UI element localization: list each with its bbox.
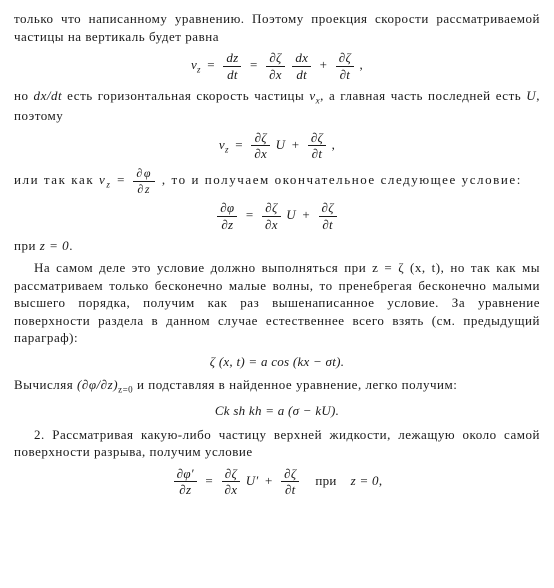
inline-U: U (526, 88, 536, 103)
inline-dxdt: dx/dt (34, 88, 63, 103)
equation-6: ∂φ′ ∂z = ∂ζ ∂x U′ + ∂ζ ∂t при z = 0, (14, 467, 540, 497)
paragraph-1: только что написанному уравнению. Поэтом… (14, 10, 540, 45)
eq2-lhs: vz (219, 137, 229, 152)
inline-deriv-note: (∂φ/∂z)z=0 (77, 377, 133, 392)
inline-vx: vx (309, 88, 320, 103)
equation-3: ∂φ ∂z = ∂ζ ∂x U + ∂ζ ∂t (14, 201, 540, 231)
equation-4: ζ (x, t) = a cos (kx − σt). (14, 353, 540, 371)
frac-dx-dt: dx dt (292, 51, 311, 81)
frac-dzeta-dx: ∂ζ ∂x (266, 51, 285, 81)
frac-dzeta-dt-3: ∂ζ ∂t (319, 201, 337, 231)
frac-dzeta-dt-4: ∂ζ ∂t (281, 467, 299, 497)
frac-dzeta-dx-2: ∂ζ ∂x (251, 131, 270, 161)
paragraph-3: или так как vz = ∂φ ∂z , то и получаем о… (14, 167, 540, 195)
frac-dz-dt: dz dt (223, 51, 241, 81)
equation-2: vz = ∂ζ ∂x U + ∂ζ ∂t , (14, 131, 540, 161)
eq-lhs: vz (191, 57, 201, 72)
equation-1: vz = dz dt = ∂ζ ∂x dx dt + ∂ζ ∂t , (14, 51, 540, 81)
frac-dphi2-dz: ∂φ′ ∂z (174, 467, 197, 497)
paragraph-4: при z = 0. (14, 237, 540, 255)
paragraph-2: но dx/dt есть горизонтальная скорость ча… (14, 87, 540, 124)
inline-z0: z = 0 (40, 238, 69, 253)
paragraph-7: 2. Рассматривая какую-либо частицу верхн… (14, 426, 540, 461)
frac-dzeta-dx-4: ∂ζ ∂x (222, 467, 241, 497)
paragraph-5: На самом деле это условие должно выполня… (14, 259, 540, 347)
inline-vz-eq: vz = ∂φ ∂z (99, 172, 162, 187)
frac-dzeta-dt-2: ∂ζ ∂t (308, 131, 326, 161)
frac-dzeta-dx-3: ∂ζ ∂x (262, 201, 281, 231)
equation-5: Ck sh kh = a (σ − kU). (14, 402, 540, 420)
frac-dphi-dz: ∂φ ∂z (217, 201, 237, 231)
paragraph-6: Вычисляя (∂φ/∂z)z=0 и подставляя в найде… (14, 376, 540, 396)
frac-dzeta-dt: ∂ζ ∂t (336, 51, 354, 81)
